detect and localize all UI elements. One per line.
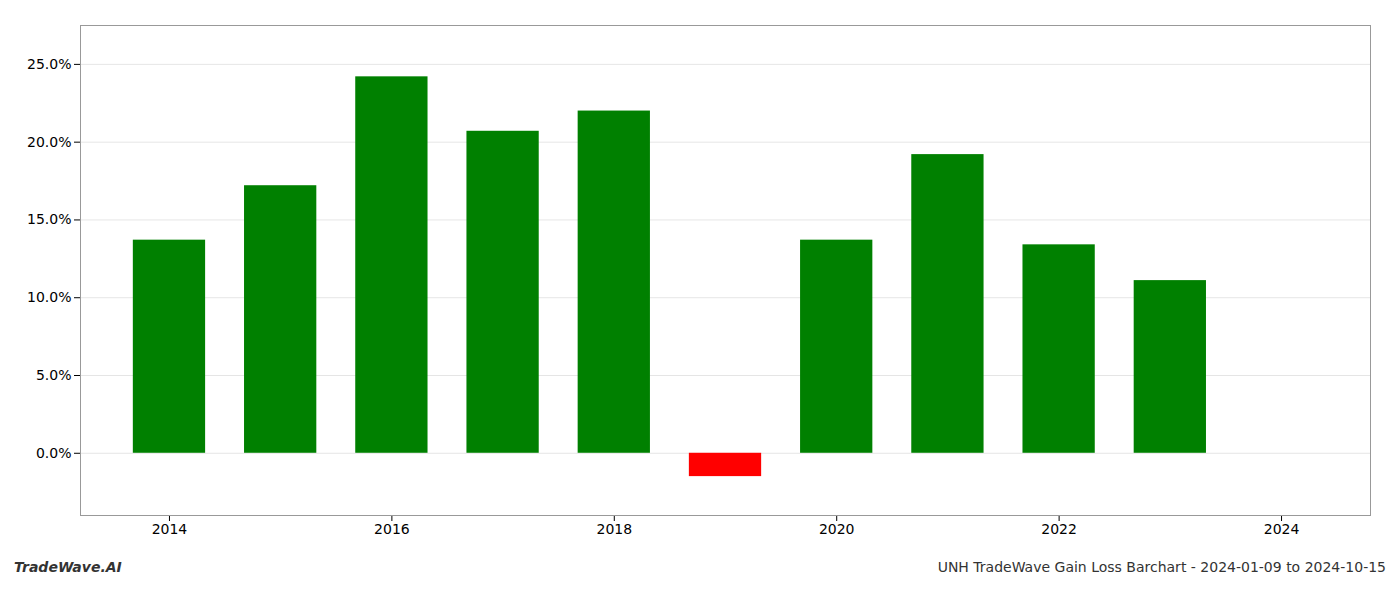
svg-text:2014: 2014 xyxy=(152,521,188,537)
svg-text:10.0%: 10.0% xyxy=(27,289,71,305)
svg-text:5.0%: 5.0% xyxy=(36,367,72,383)
svg-text:2016: 2016 xyxy=(374,521,410,537)
svg-text:15.0%: 15.0% xyxy=(27,211,71,227)
svg-text:20.0%: 20.0% xyxy=(27,134,71,150)
svg-text:2018: 2018 xyxy=(596,521,632,537)
svg-text:2020: 2020 xyxy=(819,521,855,537)
html-text:TradeWave.AI: TradeWave.AI xyxy=(14,559,122,575)
svg-text:2022: 2022 xyxy=(1041,521,1077,537)
svg-text:25.0%: 25.0% xyxy=(27,56,71,72)
svg-text:2024: 2024 xyxy=(1264,521,1300,537)
svg-text:0.0%: 0.0% xyxy=(36,445,72,461)
html-text:UNH TradeWave Gain Loss Barcha: UNH TradeWave Gain Loss Barchart - 2024-… xyxy=(937,559,1386,575)
